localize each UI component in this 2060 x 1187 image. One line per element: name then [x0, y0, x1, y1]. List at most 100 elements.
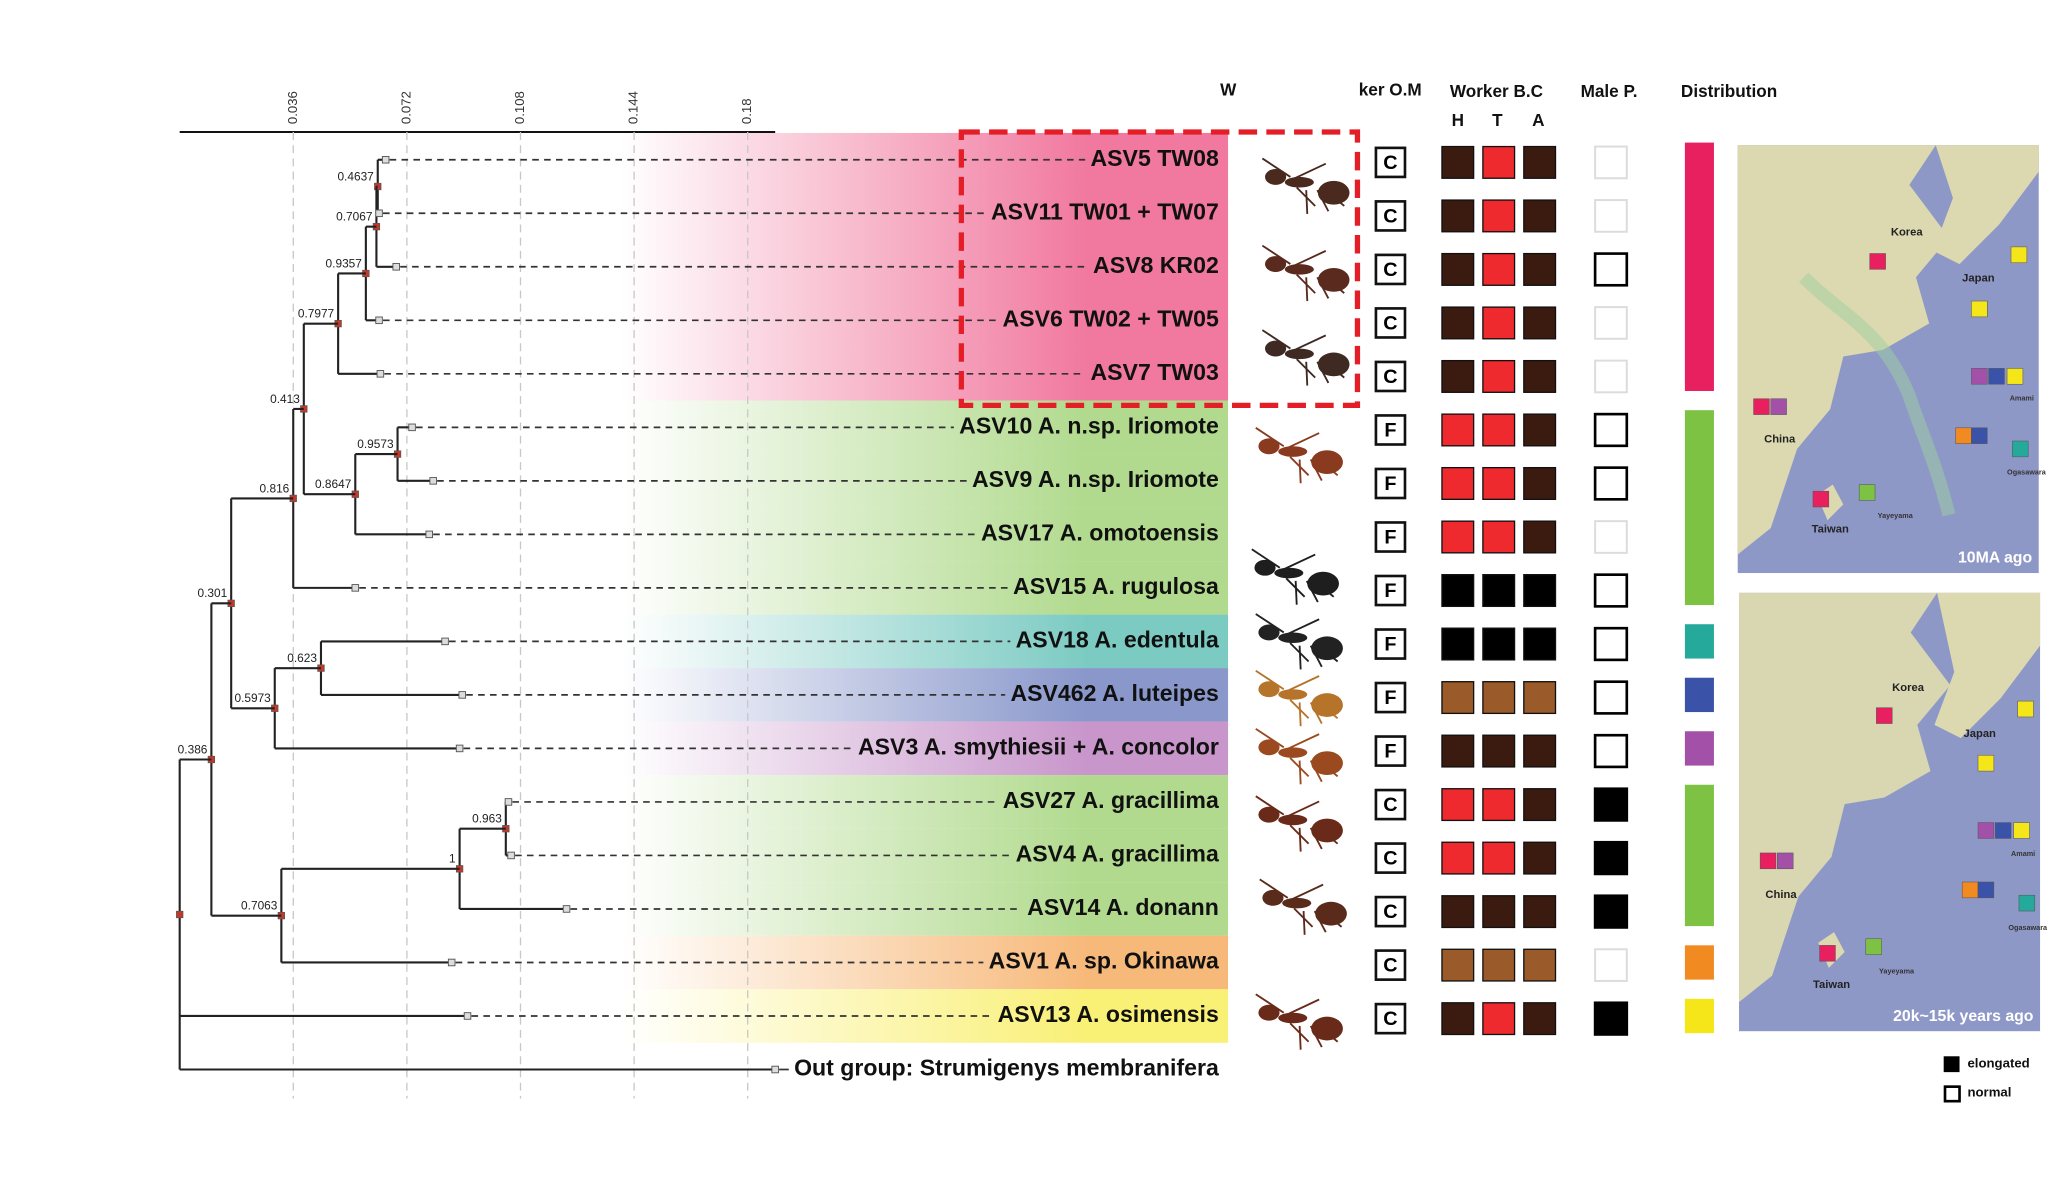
legend-swatch — [1943, 1085, 1961, 1103]
om-letter: F — [1384, 420, 1396, 442]
map-marker — [1971, 427, 1988, 444]
map-marker — [1753, 398, 1770, 415]
clade-band — [620, 721, 1229, 776]
male-p-cell — [1593, 626, 1629, 662]
ant-image — [1261, 329, 1350, 386]
map-marker — [2017, 700, 2034, 718]
distribution-header: Distribution — [1681, 81, 1777, 101]
support-value: 0.9357 — [326, 256, 362, 270]
bc-cell — [1441, 520, 1475, 554]
male-p-cell — [1593, 573, 1629, 608]
bc-cell — [1523, 359, 1557, 393]
map-marker — [2006, 368, 2024, 385]
distribution-bar — [1684, 945, 1714, 980]
map-marker — [1759, 852, 1777, 870]
ant-head — [1258, 624, 1280, 641]
ant-leg — [1291, 162, 1327, 181]
tip-marker — [463, 1012, 472, 1020]
bc-cell — [1441, 574, 1475, 608]
ant-leg — [1288, 883, 1324, 902]
bc-cell — [1523, 734, 1557, 768]
ant-head — [1258, 438, 1280, 455]
ant-thorax — [1278, 446, 1308, 457]
om-box — [1374, 360, 1407, 393]
ant-leg — [1284, 618, 1320, 636]
ant-leg — [1251, 548, 1281, 569]
male-p-cell — [1594, 948, 1628, 982]
om-letter: C — [1383, 366, 1397, 388]
taxon-label: ASV27 A. gracillima — [1003, 787, 1219, 813]
tip-marker — [392, 263, 400, 271]
map-shelf — [1799, 272, 1956, 517]
om-letter: C — [1383, 313, 1397, 335]
map-marker — [2018, 894, 2036, 912]
ant-leg — [1281, 553, 1316, 572]
ant-leg — [1261, 244, 1291, 265]
ant-head — [1258, 681, 1280, 698]
bc-cell — [1441, 199, 1475, 233]
tip-marker — [458, 691, 467, 699]
bc-cell — [1523, 681, 1557, 715]
bc-cell — [1482, 627, 1516, 661]
bc-cell — [1482, 145, 1516, 179]
map-label: Japan — [1962, 273, 1995, 285]
om-box — [1374, 842, 1407, 874]
bc-cell — [1441, 466, 1475, 500]
bc-cell — [1482, 466, 1516, 500]
taxon-label: ASV3 A. smythiesii + A. concolor — [858, 734, 1219, 760]
ant-gaster — [1311, 818, 1343, 843]
om-box — [1374, 949, 1407, 981]
om-box — [1374, 146, 1407, 179]
bc-cell — [1441, 359, 1475, 393]
om-letter: C — [1383, 259, 1397, 281]
ant-thorax — [1278, 632, 1308, 644]
tip-marker — [351, 584, 360, 592]
maps: Korea Japan China Taiwan Yayeyama Amami Ogasaw… — [1737, 139, 2048, 1032]
tip-marker — [376, 370, 385, 378]
ant-gaster — [1317, 180, 1350, 205]
bc-cell — [1523, 199, 1557, 233]
distribution-bar — [1684, 784, 1714, 927]
ant-leg — [1284, 675, 1320, 693]
ant-leg — [1305, 190, 1309, 214]
ant-leg — [1255, 795, 1285, 816]
support-value: 0.5973 — [234, 691, 271, 705]
map-marker — [1977, 881, 1995, 899]
map: Korea Japan China Taiwan Yayeyama Amami Ogasaw… — [1739, 576, 2048, 1032]
bc-cell — [1523, 413, 1557, 447]
ant-leg — [1255, 728, 1285, 749]
male-p-cell — [1593, 840, 1629, 876]
bc-cell — [1523, 252, 1557, 286]
ant-head — [1265, 340, 1287, 357]
ant-gaster — [1311, 751, 1343, 776]
ant-leg — [1298, 760, 1302, 785]
taxon-label: Out group: Strumigenys membranifera — [794, 1055, 1219, 1081]
map-marker — [1977, 754, 1995, 772]
legend-label: normal — [1967, 1085, 2011, 1100]
taxon-label: ASV13 A. osimensis — [998, 1001, 1219, 1027]
support-value: 0.4637 — [337, 169, 373, 183]
ant-leg — [1284, 800, 1320, 819]
taxon-label: ASV14 A. donann — [1027, 894, 1219, 920]
om-box — [1374, 788, 1407, 821]
bc-cell — [1482, 413, 1516, 447]
ant-image — [1255, 795, 1343, 852]
bc-cell — [1482, 574, 1516, 608]
map-land — [1933, 145, 2039, 265]
distribution-bar — [1684, 624, 1714, 659]
om-letter: F — [1384, 634, 1396, 656]
taxon-label: ASV1 A. sp. Okinawa — [989, 948, 1219, 974]
bc-cell — [1482, 788, 1516, 822]
bc-cell — [1441, 895, 1475, 929]
male-p-cell — [1593, 1001, 1629, 1036]
map-label: Taiwan — [1813, 979, 1850, 991]
ant-leg — [1259, 878, 1289, 899]
ant-leg — [1291, 250, 1327, 268]
bc-cell — [1441, 627, 1475, 661]
bc-cell — [1523, 788, 1557, 822]
ant-leg — [1291, 334, 1327, 353]
bc-cell — [1482, 948, 1516, 982]
male-p-cell — [1593, 252, 1629, 287]
clade-band — [620, 400, 1229, 455]
support-value: 0.7977 — [298, 307, 334, 321]
